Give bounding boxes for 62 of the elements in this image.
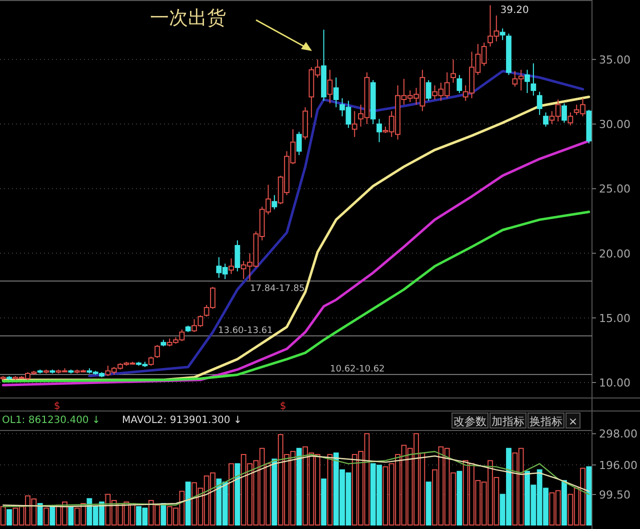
text: MAVOL2: 913901.300 ↓: [122, 415, 242, 426]
candlestick: [562, 102, 567, 124]
candlestick: [228, 258, 234, 274]
text: ×: [568, 415, 578, 428]
candlestick: [352, 110, 358, 138]
text: OL1: 861230.400 ↓: [2, 415, 100, 426]
y-tick-label: 15.00: [599, 312, 630, 325]
y-tick-label: 298.00: [599, 428, 638, 441]
bar: [327, 454, 333, 526]
text: 加指标: [492, 415, 524, 428]
candlestick: [272, 194, 278, 210]
band-label: 17.84-17.85: [250, 284, 305, 294]
candlestick: [543, 112, 548, 128]
candlestick: [530, 62, 536, 96]
bar: [68, 506, 74, 526]
bar: [321, 478, 326, 526]
bar: [185, 482, 191, 526]
band-label: 10.62-10.62: [330, 364, 385, 374]
candlestick: [148, 356, 154, 366]
annotation: 39.20: [500, 5, 529, 16]
candlestick: [333, 77, 339, 108]
bar: [296, 448, 302, 526]
y-tick-label: 10.00: [599, 376, 630, 390]
bar: [456, 470, 462, 526]
y-tick-label: 25.00: [599, 182, 630, 196]
bar: [586, 466, 592, 526]
candlestick: [450, 58, 456, 84]
bar: [562, 480, 567, 526]
annotation: 一次出货: [150, 7, 226, 29]
text: 换指标: [530, 415, 562, 428]
candlestick: [536, 91, 542, 116]
candlestick: [327, 69, 333, 104]
bar: [0, 506, 6, 526]
line-series: [88, 70, 584, 378]
bar: [228, 463, 234, 526]
candlestick: [154, 344, 160, 358]
bar: [37, 503, 43, 526]
bar: [6, 509, 12, 526]
bar: [44, 508, 49, 526]
candlestick: [456, 74, 462, 94]
text: $: [54, 401, 60, 412]
bar: [50, 506, 56, 526]
candlestick: [568, 112, 574, 126]
band-label: 13.60-13.61: [218, 326, 273, 336]
candlestick: [500, 28, 506, 41]
candlestick: [234, 240, 240, 272]
y-tick-label: 35.00: [599, 53, 630, 66]
y-tick-label: 30.00: [599, 118, 630, 132]
line-series: [2, 210, 590, 382]
candlestick: [426, 80, 432, 102]
bar: [272, 458, 278, 526]
candlestick: [524, 69, 530, 94]
text: $: [280, 401, 286, 412]
candlestick: [296, 131, 302, 156]
bar: [234, 463, 240, 526]
bar: [426, 482, 432, 526]
y-tick-label: 20.00: [599, 247, 630, 260]
text: 改参数: [454, 415, 486, 428]
candlestick: [376, 118, 382, 143]
y-tick-label: 196.00: [599, 458, 638, 472]
y-tick-label: 99.50: [599, 488, 630, 502]
bar: [160, 503, 166, 526]
